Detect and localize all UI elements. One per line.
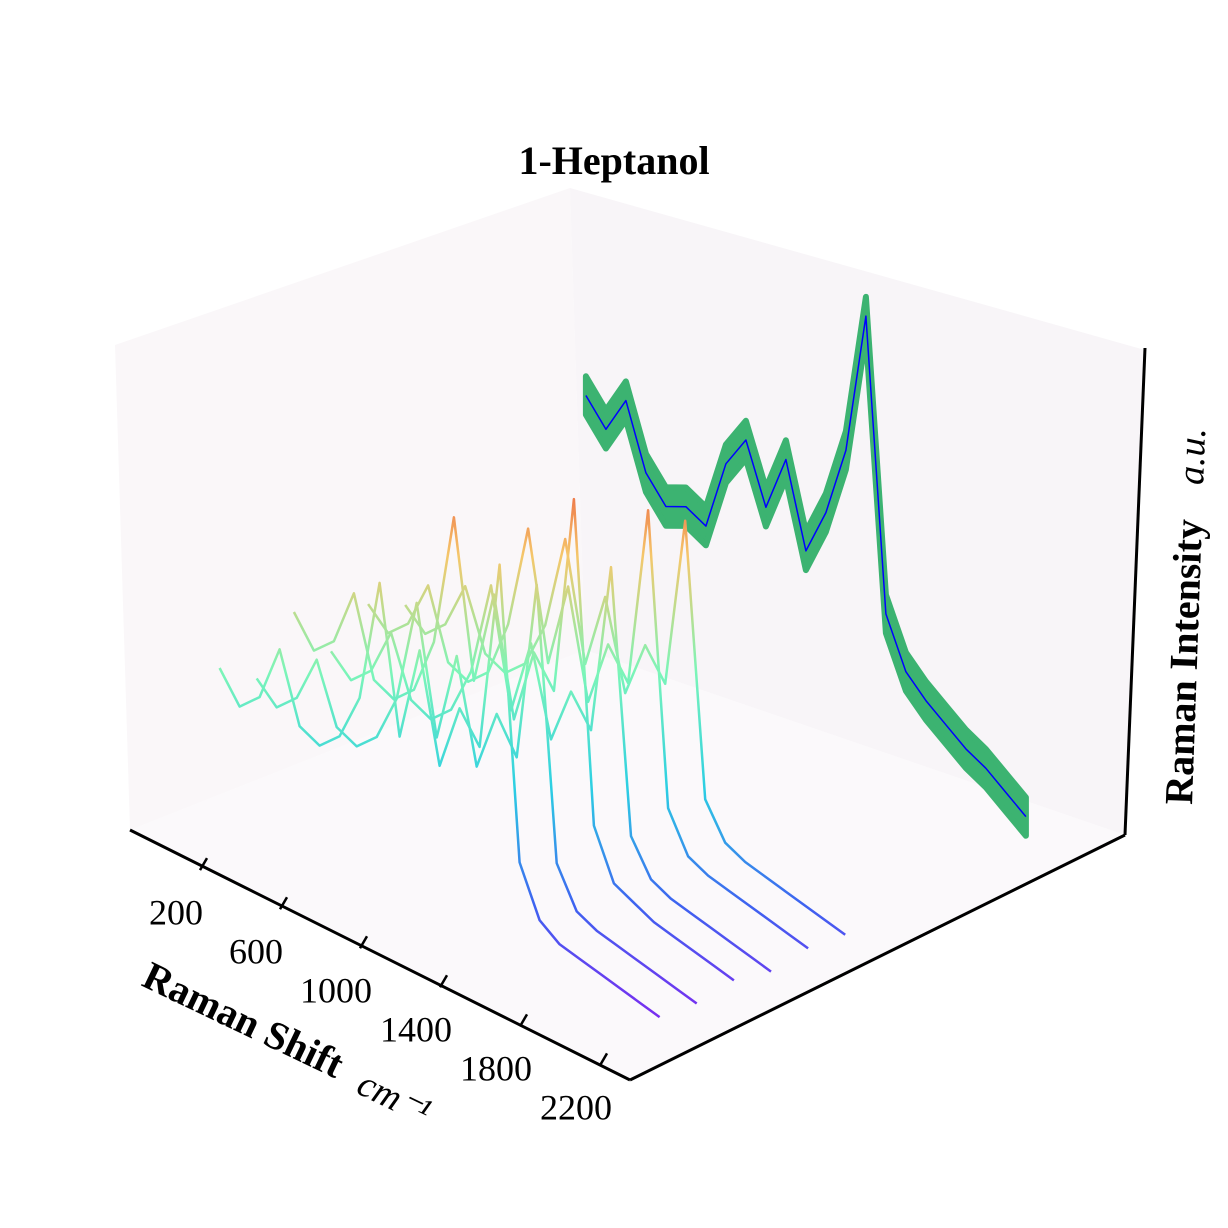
x-label-unit: cm⁻¹ (351, 1063, 437, 1134)
chart-title: 1-Heptanol (518, 138, 709, 183)
x-tick-label: 200 (149, 892, 203, 932)
x-tick-label: 1800 (460, 1049, 532, 1089)
x-tick (438, 974, 449, 988)
back-pane-left (115, 188, 585, 830)
z-label-text: Raman Intensity (1156, 518, 1211, 805)
x-tick (598, 1052, 609, 1066)
z-axis (1123, 347, 1147, 836)
spectrum-line (218, 563, 661, 1019)
spectrum-line (404, 519, 846, 936)
z-axis-label: Raman Intensity a.u. (1156, 427, 1214, 805)
plot-area (218, 293, 1029, 1019)
x-tick (358, 935, 369, 949)
x-tick (198, 857, 209, 871)
spectrum-line (255, 583, 698, 1005)
x-tick (278, 896, 289, 910)
x-tick-label: 1400 (380, 1010, 452, 1050)
x-tick-label: 600 (229, 931, 283, 971)
back-pane-right (570, 188, 1145, 835)
x-axis (129, 828, 631, 1082)
spectrum-line (367, 509, 809, 950)
depth-axis (629, 833, 1126, 1082)
spectrum-line (585, 315, 1027, 818)
x-tick (518, 1013, 529, 1027)
spectrum-line (329, 565, 772, 973)
x-tick-label: 2200 (540, 1088, 612, 1128)
z-label-unit: a.u. (1170, 427, 1214, 485)
floor-pane (130, 650, 1125, 1080)
spread-band (582, 293, 1029, 839)
x-tick-label: 1000 (300, 971, 372, 1011)
